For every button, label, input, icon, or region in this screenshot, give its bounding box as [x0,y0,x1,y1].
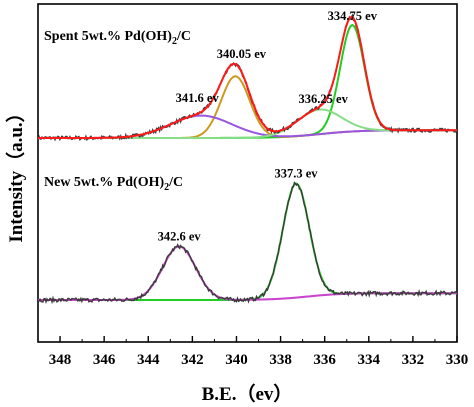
x-axis-ticks [37,336,458,342]
peak-label-336.25: 336.25 ev [299,92,349,106]
component-peak-337.3-panel-2 [38,182,457,301]
x-tick-label-338: 338 [269,352,292,368]
peak-label-337.3: 337.3 ev [274,167,318,181]
x-tick-label-336: 336 [313,352,336,368]
peak-annotations: 334.75 ev 340.05 ev 341.6 ev 336.25 ev 337.3… [158,9,378,243]
component-peak-342.6-panel-2 [38,245,457,301]
x-axis-label: B.E.（ev） [202,382,293,405]
peak-label-340.05: 340.05 ev [217,47,267,61]
x-axis-tick-labels: 348 346 344 342 340 338 336 334 332 330 [49,352,468,368]
x-tick-label-346: 346 [93,352,116,368]
x-tick-label-342: 342 [181,352,204,368]
x-tick-label-340: 340 [225,352,248,368]
fit-envelope-panel-1 [38,15,457,139]
x-tick-label-330: 330 [446,352,469,368]
raw-spectrum-panel-2 [37,181,458,305]
component-peak-336.25-panel-1 [38,108,457,139]
x-tick-label-348: 348 [49,352,72,368]
peak-label-342.6: 342.6 ev [158,229,202,243]
component-peak-341.6-panel-1 [38,114,457,139]
panel-label-new: New 5wt.% Pd(OH)2/C [44,175,183,193]
x-tick-label-344: 344 [137,352,160,368]
y-axis-label: Intensity（a.u.） [4,103,27,242]
x-tick-label-334: 334 [358,352,381,368]
peak-label-341.6: 341.6 ev [176,91,220,105]
peak-label-334.75: 334.75 ev [328,9,378,23]
panel-label-spent: Spent 5wt.% Pd(OH)2/C [44,29,191,47]
spectra-curves [37,13,458,305]
x-tick-label-332: 332 [402,352,425,368]
plot-frame [37,3,458,343]
